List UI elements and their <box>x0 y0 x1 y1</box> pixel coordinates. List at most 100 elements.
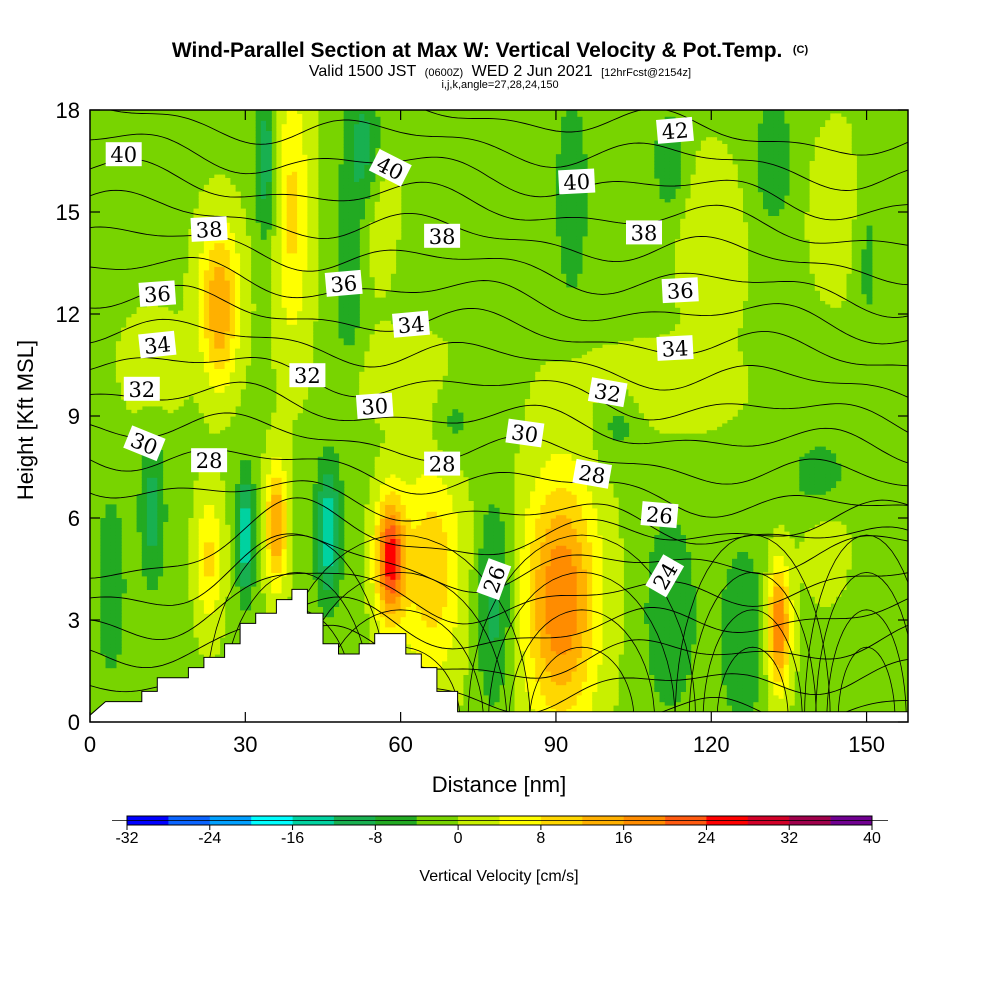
w-cell <box>395 436 402 441</box>
w-cell <box>229 290 236 295</box>
w-cell <box>245 344 252 349</box>
w-cell <box>374 256 381 261</box>
w-cell <box>105 535 112 539</box>
w-cell <box>214 392 221 397</box>
w-cell <box>126 358 132 363</box>
w-cell <box>369 589 376 594</box>
w-cell <box>121 361 127 366</box>
w-cell <box>307 334 314 339</box>
w-cell <box>369 229 376 233</box>
w-cell <box>312 127 319 131</box>
w-cell <box>374 242 381 247</box>
w-cell <box>374 208 381 213</box>
w-cell <box>152 558 158 563</box>
w-cell <box>286 497 293 502</box>
w-cell <box>219 514 226 519</box>
w-cell <box>286 575 293 580</box>
w-cell <box>338 256 345 261</box>
w-cell <box>152 582 158 587</box>
w-cell <box>405 640 412 645</box>
w-cell <box>405 487 412 492</box>
w-cell <box>198 603 205 607</box>
w-cell <box>317 582 324 587</box>
w-cell <box>385 266 391 271</box>
w-cell <box>379 252 386 257</box>
w-cell <box>115 351 122 356</box>
w-cell <box>395 382 402 386</box>
w-cell <box>369 572 376 577</box>
w-cell <box>235 341 241 346</box>
w-cell <box>405 480 412 485</box>
w-cell <box>276 290 283 295</box>
w-cell <box>219 552 226 556</box>
w-cell <box>157 358 164 363</box>
w-cell <box>229 263 236 267</box>
w-cell <box>302 327 309 332</box>
w-cell <box>183 297 189 301</box>
w-cell <box>235 504 241 509</box>
w-cell <box>229 324 236 329</box>
w-cell <box>198 276 205 281</box>
w-cell <box>214 385 221 390</box>
w-cell <box>203 569 210 573</box>
w-cell <box>286 276 293 281</box>
w-cell <box>374 212 381 216</box>
w-cell <box>131 344 138 349</box>
w-cell <box>271 555 277 560</box>
w-cell <box>411 637 417 641</box>
w-cell <box>343 205 350 210</box>
w-cell <box>369 171 376 176</box>
w-cell <box>379 626 386 631</box>
w-cell <box>291 229 298 233</box>
w-cell <box>152 324 158 329</box>
w-cell <box>390 450 397 454</box>
w-cell <box>416 575 422 580</box>
w-cell <box>405 565 412 570</box>
w-cell <box>281 164 288 169</box>
w-cell <box>400 429 407 434</box>
w-cell <box>390 429 397 434</box>
w-cell <box>198 307 205 312</box>
w-cell <box>354 161 360 165</box>
w-cell <box>198 572 205 577</box>
w-cell <box>121 334 127 339</box>
w-cell <box>369 157 376 162</box>
w-cell <box>364 589 371 594</box>
w-cell <box>307 310 314 315</box>
w-cell <box>245 473 252 478</box>
w-cell <box>245 320 252 325</box>
w-cell <box>411 354 417 359</box>
w-cell <box>260 524 267 529</box>
w-cell <box>240 507 246 512</box>
w-cell <box>219 535 226 539</box>
w-cell <box>271 599 277 604</box>
w-cell <box>364 603 371 607</box>
w-cell <box>203 371 210 376</box>
w-cell <box>255 191 262 196</box>
w-cell <box>240 286 246 291</box>
w-cell <box>219 348 226 352</box>
w-cell <box>146 535 153 539</box>
w-cell <box>250 303 257 308</box>
w-cell <box>203 317 210 322</box>
w-cell <box>354 249 360 254</box>
w-cell <box>266 487 272 492</box>
w-cell <box>291 154 298 159</box>
w-cell <box>193 616 200 621</box>
w-cell <box>219 259 226 264</box>
w-cell <box>209 480 215 485</box>
w-cell <box>209 620 215 624</box>
w-cell <box>411 592 417 597</box>
w-cell <box>312 269 319 274</box>
w-cell <box>271 497 277 502</box>
w-cell <box>276 460 283 465</box>
w-cell <box>291 354 298 359</box>
w-cell <box>172 337 179 342</box>
w-cell <box>136 320 143 325</box>
w-cell <box>209 286 215 291</box>
w-cell <box>105 521 112 526</box>
w-cell <box>240 562 246 567</box>
w-cell <box>198 633 205 638</box>
w-cell <box>385 504 391 509</box>
w-cell <box>131 368 138 373</box>
